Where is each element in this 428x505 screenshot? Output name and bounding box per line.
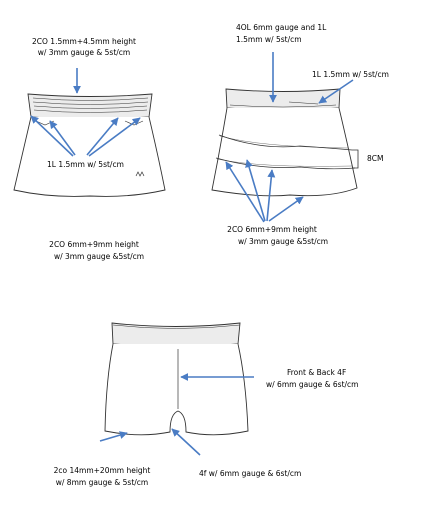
skirt1-logo [135,171,145,177]
measure-bracket [352,149,359,169]
skirt1-waistband-label-line2: w/ 3mm gauge & 5st/cm [37,48,131,57]
shorts-hem-label-line1: 2co 14mm+20mm height [53,466,151,475]
skirt2-tier-label-line2: w/ 3mm gauge &5st/cm [237,237,329,246]
arrow-shorts-leg-hem [99,431,128,442]
arrow-skirt2-tier-a [225,161,265,223]
skirt1-waistband [27,93,153,120]
arrow-skirt2-tier-d [268,196,304,222]
arrow-skirt1-right-2 [88,117,141,157]
arrow-skirt2-tier-b [245,159,266,222]
skirt1-body [13,116,166,197]
skirt1-ruching-label: 1L 1.5mm w/ 5st/cm [47,160,124,169]
skirt1-hem-label-line1: 2CO 6mm+9mm height [49,240,139,249]
skirt2-tier1 [218,134,353,151]
shorts-body [104,343,249,436]
skirt2-tier-label-line1: 2CO 6mm+9mm height [227,225,317,234]
skirt1-waistband-label-line1: 2CO 1.5mm+4.5mm height [32,37,136,46]
skirt2-waistband-label-line2: 1.5mm w/ 5st/cm [236,35,302,44]
skirt-ruched-front [13,93,166,197]
shorts-hem-label-line2: w/ 8mm gauge & 5st/cm [55,478,149,487]
arrow-skirt2-tier-c [266,169,276,222]
arrow-skirt1-right-1 [86,117,119,156]
arrow-skirt1-left-1 [30,115,74,157]
shorts-panel-label-line1: Front & Back 4F [287,368,347,377]
skirt1-hem-label-line2: w/ 3mm gauge &5st/cm [53,252,145,261]
shorts [104,322,249,436]
arrow-skirt1-left-2 [49,120,76,156]
skirt2-measure-label: 8CM [367,154,384,163]
shorts-panel-label-line2: w/ 6mm gauge & 6st/cm [266,380,359,389]
arrow-skirt2-side [318,79,354,104]
shorts-crotch-label: 4f w/ 6mm gauge & 6st/cm [199,469,302,478]
skirt2-body [211,107,358,197]
skirt2-waistband-label-line1: 4OL 6mm gauge and 1L [236,23,327,32]
arrow-shorts-crotch [171,428,201,456]
skirt2-tier2 [215,157,356,170]
annotation-arrows [30,52,354,456]
skirt-tiered [211,88,358,197]
skirt2-side-label: 1L 1.5mm w/ 5st/cm [312,70,389,79]
